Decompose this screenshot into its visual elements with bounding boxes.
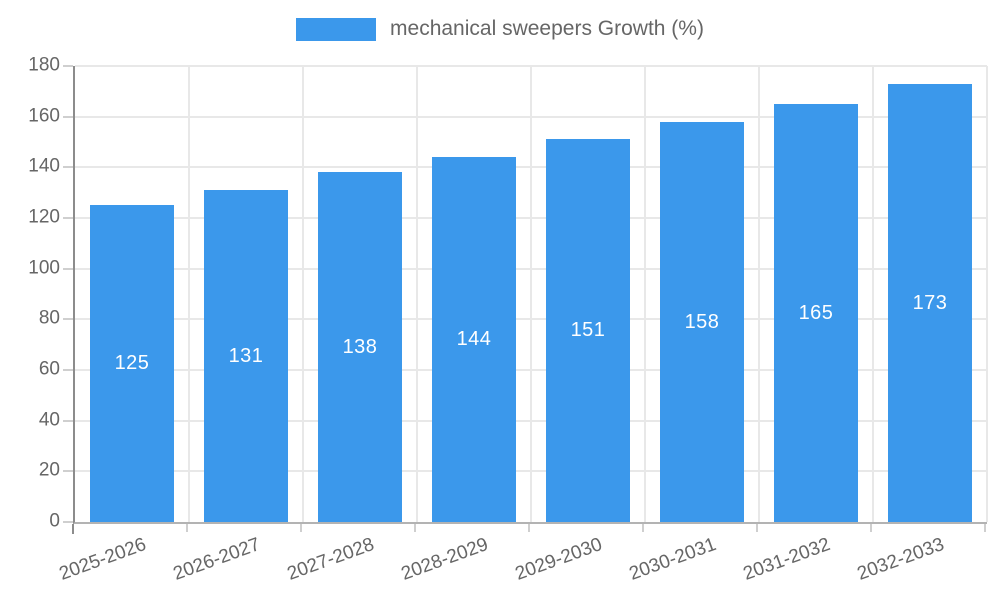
y-axis-label: 140 [28, 155, 60, 177]
x-axis-tick [528, 524, 530, 532]
y-axis-label: 80 [38, 307, 60, 329]
legend-swatch [296, 17, 377, 41]
bar[interactable]: 144 [432, 157, 516, 522]
bar[interactable]: 125 [90, 205, 174, 522]
bar-value-label: 158 [684, 310, 720, 333]
x-axis-tick [72, 524, 74, 534]
y-axis-label: 0 [49, 510, 60, 532]
x-gridline [872, 66, 874, 522]
x-axis-tick [642, 524, 644, 532]
x-gridline [986, 66, 988, 522]
y-axis-label: 160 [28, 105, 60, 127]
bar-value-label: 173 [912, 291, 948, 314]
y-axis-label: 60 [38, 358, 60, 380]
x-axis-label: 2025-2026 [56, 534, 150, 585]
x-axis-tick [186, 524, 188, 532]
y-axis-tick [63, 470, 73, 473]
bar-value-label: 131 [228, 344, 264, 367]
y-axis-tick [63, 65, 73, 67]
bar[interactable]: 138 [318, 172, 402, 522]
bar[interactable]: 165 [774, 104, 858, 522]
bar-value-label: 144 [456, 328, 492, 350]
plot-area: 125 131 138 144 151 158 165 173 [73, 65, 988, 524]
bar-value-label: 151 [570, 319, 606, 341]
y-axis-tick [63, 217, 73, 219]
x-axis-tick [414, 524, 416, 532]
y-axis-tick [63, 318, 73, 321]
legend-label: mechanical sweepers Growth (%) [390, 17, 704, 40]
x-gridline [644, 66, 646, 522]
bar[interactable]: 173 [888, 84, 972, 522]
y-axis-tick [63, 521, 73, 523]
bar-value-label: 138 [342, 335, 378, 358]
x-axis-tick [870, 524, 872, 532]
x-gridline [416, 66, 418, 522]
bar-value-label: 125 [114, 352, 150, 374]
y-axis-tick [63, 419, 73, 422]
x-gridline [758, 66, 760, 522]
y-axis-tick [63, 267, 73, 270]
x-gridline [530, 66, 532, 522]
x-axis-label: 2029-2030 [512, 534, 606, 585]
x-axis-label: 2030-2031 [626, 534, 720, 585]
x-axis-label: 2032-2033 [854, 534, 948, 585]
x-axis-tick [984, 524, 986, 532]
x-axis-tick [756, 524, 758, 532]
x-axis-label: 2028-2029 [398, 534, 492, 585]
y-axis-tick [63, 369, 73, 371]
x-axis-label: 2027-2028 [284, 534, 378, 585]
bar[interactable]: 158 [660, 122, 744, 522]
bar[interactable]: 151 [546, 139, 630, 522]
x-gridline [302, 66, 304, 522]
y-axis-label: 180 [28, 54, 60, 76]
bar-value-label: 165 [798, 301, 834, 324]
y-axis-label: 120 [28, 206, 60, 228]
bar[interactable]: 131 [204, 190, 288, 522]
y-axis-label: 20 [38, 459, 60, 481]
legend[interactable]: mechanical sweepers Growth (%) [0, 17, 1000, 41]
x-axis-label: 2026-2027 [170, 534, 264, 585]
y-axis-tick [63, 166, 73, 169]
x-gridline [188, 66, 190, 522]
x-axis-tick [300, 524, 302, 532]
y-axis-label: 100 [28, 257, 60, 279]
y-axis-label: 40 [38, 409, 60, 431]
x-axis-label: 2031-2032 [740, 534, 834, 585]
y-axis-tick [63, 115, 73, 118]
